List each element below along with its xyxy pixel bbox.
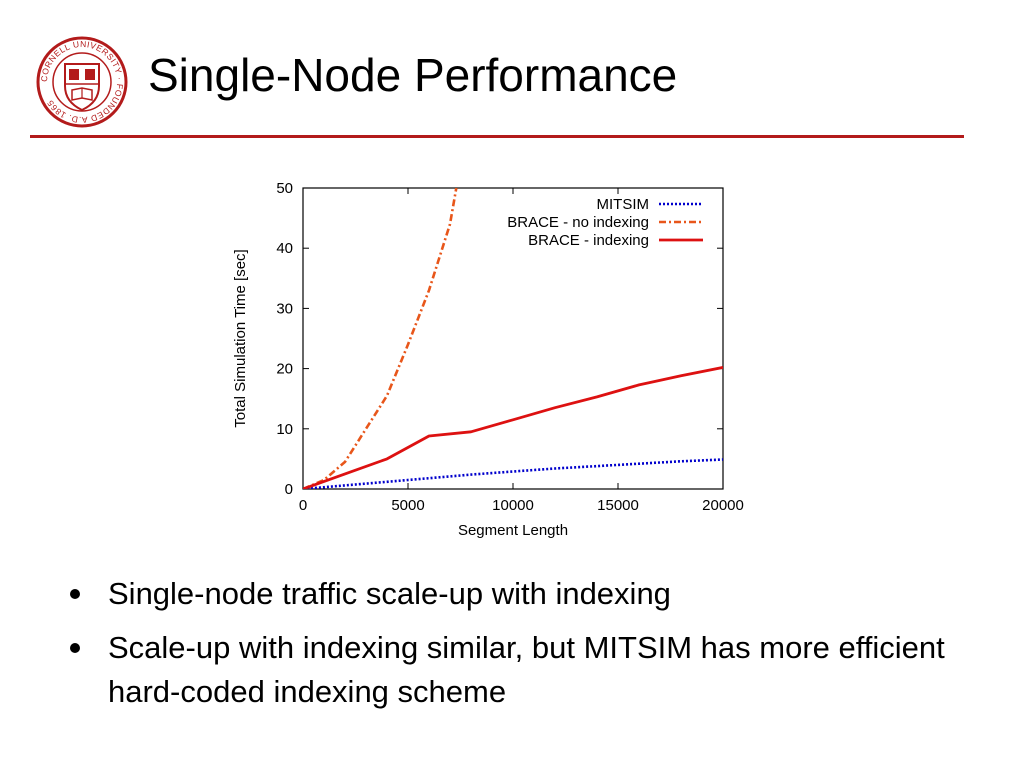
y-tick-label: 30 — [276, 300, 293, 317]
x-tick-label: 0 — [299, 497, 307, 514]
y-axis-label: Total Simulation Time [sec] — [232, 249, 249, 427]
series-line-brace-indexing — [303, 366, 723, 489]
x-tick-label: 20000 — [702, 497, 744, 514]
slide-title: Single-Node Performance — [148, 49, 678, 101]
x-axis-label: Segment Length — [458, 522, 568, 539]
y-tick-label: 10 — [276, 421, 293, 438]
legend-label: MITSIM — [597, 196, 650, 213]
y-tick-label: 50 — [276, 180, 293, 197]
cornell-university-seal-icon: CORNELL UNIVERSITY · FOUNDED A.D. 1865 — [36, 36, 128, 128]
legend-label: BRACE - no indexing — [507, 214, 649, 231]
bullet-item: Single-node traffic scale-up with indexi… — [70, 572, 970, 616]
y-tick-label: 40 — [276, 240, 293, 257]
bullet-item: Scale-up with indexing similar, but MITS… — [70, 626, 970, 714]
legend-label: BRACE - indexing — [528, 232, 649, 249]
line-chart: 0 5000 10000 15000 20000 0 10 20 30 40 50 Segment L… — [232, 180, 744, 539]
title-divider — [30, 135, 964, 138]
y-tick-label: 0 — [285, 481, 293, 498]
bullet-list: Single-node traffic scale-up with indexi… — [70, 572, 970, 724]
x-tick-label: 15000 — [597, 497, 639, 514]
series-line-brace-no-indexing — [303, 188, 458, 489]
bullet-dot-icon — [70, 589, 80, 599]
x-tick-label: 5000 — [391, 497, 424, 514]
x-tick-label: 10000 — [492, 497, 534, 514]
bullet-text: Scale-up with indexing similar, but MITS… — [108, 630, 945, 709]
bullet-text: Single-node traffic scale-up with indexi… — [108, 576, 671, 611]
y-tick-label: 20 — [276, 361, 293, 378]
bullet-dot-icon — [70, 643, 80, 653]
plot-frame — [302, 187, 724, 490]
